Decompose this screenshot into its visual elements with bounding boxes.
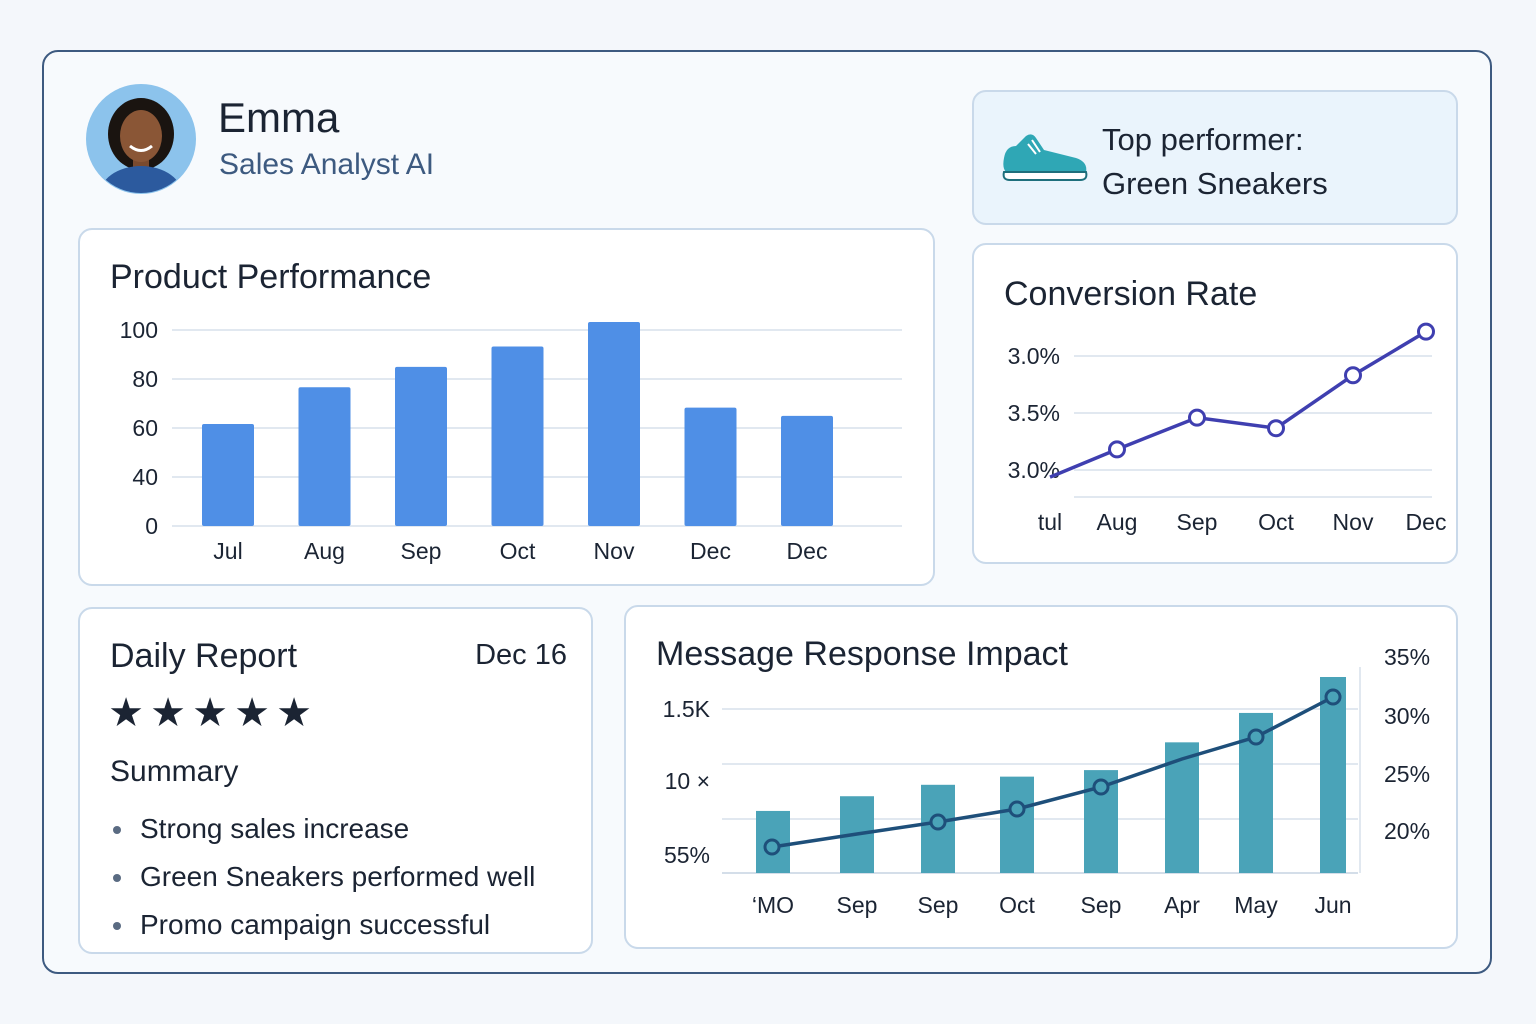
y-tick-label: 60 xyxy=(132,415,158,441)
x-tick-label: ‘MO xyxy=(752,892,794,918)
bar xyxy=(588,322,640,526)
star-rating: ★ ★ ★ ★ ★ xyxy=(108,693,312,733)
daily-report-card: Daily Report Dec 16 ★ ★ ★ ★ ★ Summary Strong… xyxy=(78,607,593,954)
series-line xyxy=(1049,330,1427,479)
x-tick-label: Jul xyxy=(213,538,242,564)
data-point xyxy=(763,838,781,856)
y-tick-label-left: 1.5K xyxy=(663,696,711,722)
data-point xyxy=(1108,440,1126,459)
y-tick-label: 40 xyxy=(132,464,158,490)
top-performer-card[interactable]: Top performer: Green Sneakers xyxy=(972,90,1458,225)
bar xyxy=(202,424,254,526)
avatar xyxy=(86,84,196,194)
x-tick-label: Sep xyxy=(401,538,442,564)
x-tick-label: Nov xyxy=(594,538,635,564)
top-performer-label: Top performer: xyxy=(1102,122,1304,157)
x-tick-label: Aug xyxy=(1097,509,1138,535)
data-point xyxy=(1188,408,1206,427)
bar xyxy=(395,366,447,526)
x-tick-label: Oct xyxy=(1258,509,1294,535)
series-line xyxy=(771,695,1334,849)
x-tick-label: Apr xyxy=(1164,892,1200,918)
x-tick-label: Jun xyxy=(1314,892,1351,918)
daily-report-title: Daily Report xyxy=(110,637,298,675)
data-point xyxy=(929,813,947,831)
y-tick-label: 3.0% xyxy=(1008,343,1060,369)
star-icon: ★ xyxy=(150,691,186,735)
profile-role: Sales Analyst AI xyxy=(219,148,435,181)
y-tick-label-right: 35% xyxy=(1384,644,1430,670)
x-tick-label: Nov xyxy=(1333,509,1374,535)
y-tick-label: 3.0% xyxy=(1008,457,1060,483)
y-tick-label-right: 30% xyxy=(1384,703,1430,729)
report-date: Dec 16 xyxy=(475,639,567,671)
product-performance-chart: 100 80 60 40 0 Jul Aug Sep Oct Nov Dec Dec xyxy=(120,317,902,564)
conversion-rate-title: Conversion Rate xyxy=(1004,275,1258,313)
data-point xyxy=(1092,778,1110,796)
data-point xyxy=(1008,800,1026,818)
x-tick-label: May xyxy=(1234,892,1278,918)
top-performer-product: Green Sneakers xyxy=(1102,166,1328,201)
data-point xyxy=(1344,366,1362,385)
bar xyxy=(491,346,544,526)
conversion-rate-card: Conversion Rate 3.0% 3.5% 3.0% tul Aug Sep Oct… xyxy=(972,243,1458,564)
x-tick-label: Sep xyxy=(918,892,959,918)
star-icon: ★ xyxy=(234,691,270,735)
data-point xyxy=(1417,322,1435,341)
y-tick-label-left: 55% xyxy=(664,842,710,868)
conversion-rate-chart: 3.0% 3.5% 3.0% tul Aug Sep Oct Nov Dec xyxy=(1008,322,1447,535)
x-tick-label: Dec xyxy=(690,538,731,564)
summary-title: Summary xyxy=(110,755,239,788)
list-item: Strong sales increase xyxy=(110,805,535,853)
list-item: Promo campaign successful xyxy=(110,901,535,949)
y-tick-label: 100 xyxy=(120,317,158,343)
message-response-chart: 1.5K 10 × 55% 35% 30% 25% 20% ‘MO Sep Sep Oct Sep Ap… xyxy=(663,644,1430,918)
data-point xyxy=(1324,688,1342,706)
x-tick-label: Aug xyxy=(304,538,345,564)
product-performance-title: Product Performance xyxy=(110,258,432,296)
summary-list: Strong sales increase Green Sneakers per… xyxy=(110,805,535,949)
product-performance-card: Product Performance 100 80 60 40 0 Jul Aug Sep O… xyxy=(78,228,935,586)
bar xyxy=(781,415,833,526)
y-tick-label: 3.5% xyxy=(1008,400,1060,426)
x-tick-label: Sep xyxy=(1177,509,1218,535)
data-point xyxy=(1267,419,1285,438)
bar xyxy=(1000,776,1034,873)
message-response-card: Message Response Impact 1.5K 10 × 55% 35% 30… xyxy=(624,605,1458,949)
sneaker-icon xyxy=(1002,134,1088,181)
data-point xyxy=(1247,728,1265,746)
star-icon: ★ xyxy=(276,691,312,735)
x-tick-label: Sep xyxy=(1081,892,1122,918)
star-icon: ★ xyxy=(192,691,228,735)
profile-name: Emma xyxy=(218,94,340,141)
y-tick-label-right: 25% xyxy=(1384,761,1430,787)
bar xyxy=(684,407,737,526)
y-tick-label-right: 20% xyxy=(1384,818,1430,844)
x-tick-label: tul xyxy=(1038,509,1062,535)
y-tick-label: 80 xyxy=(132,366,158,392)
y-tick-label: 0 xyxy=(145,513,158,539)
list-item: Green Sneakers performed well xyxy=(110,853,535,901)
x-tick-label: Sep xyxy=(837,892,878,918)
star-icon: ★ xyxy=(108,691,144,735)
x-tick-label: Oct xyxy=(500,538,536,564)
x-tick-label: Dec xyxy=(1406,509,1447,535)
y-tick-label-left: 10 × xyxy=(665,768,710,794)
bar xyxy=(298,387,351,526)
x-tick-label: Dec xyxy=(787,538,828,564)
x-tick-label: Oct xyxy=(999,892,1035,918)
bar xyxy=(1320,677,1346,873)
message-response-title: Message Response Impact xyxy=(656,635,1068,673)
